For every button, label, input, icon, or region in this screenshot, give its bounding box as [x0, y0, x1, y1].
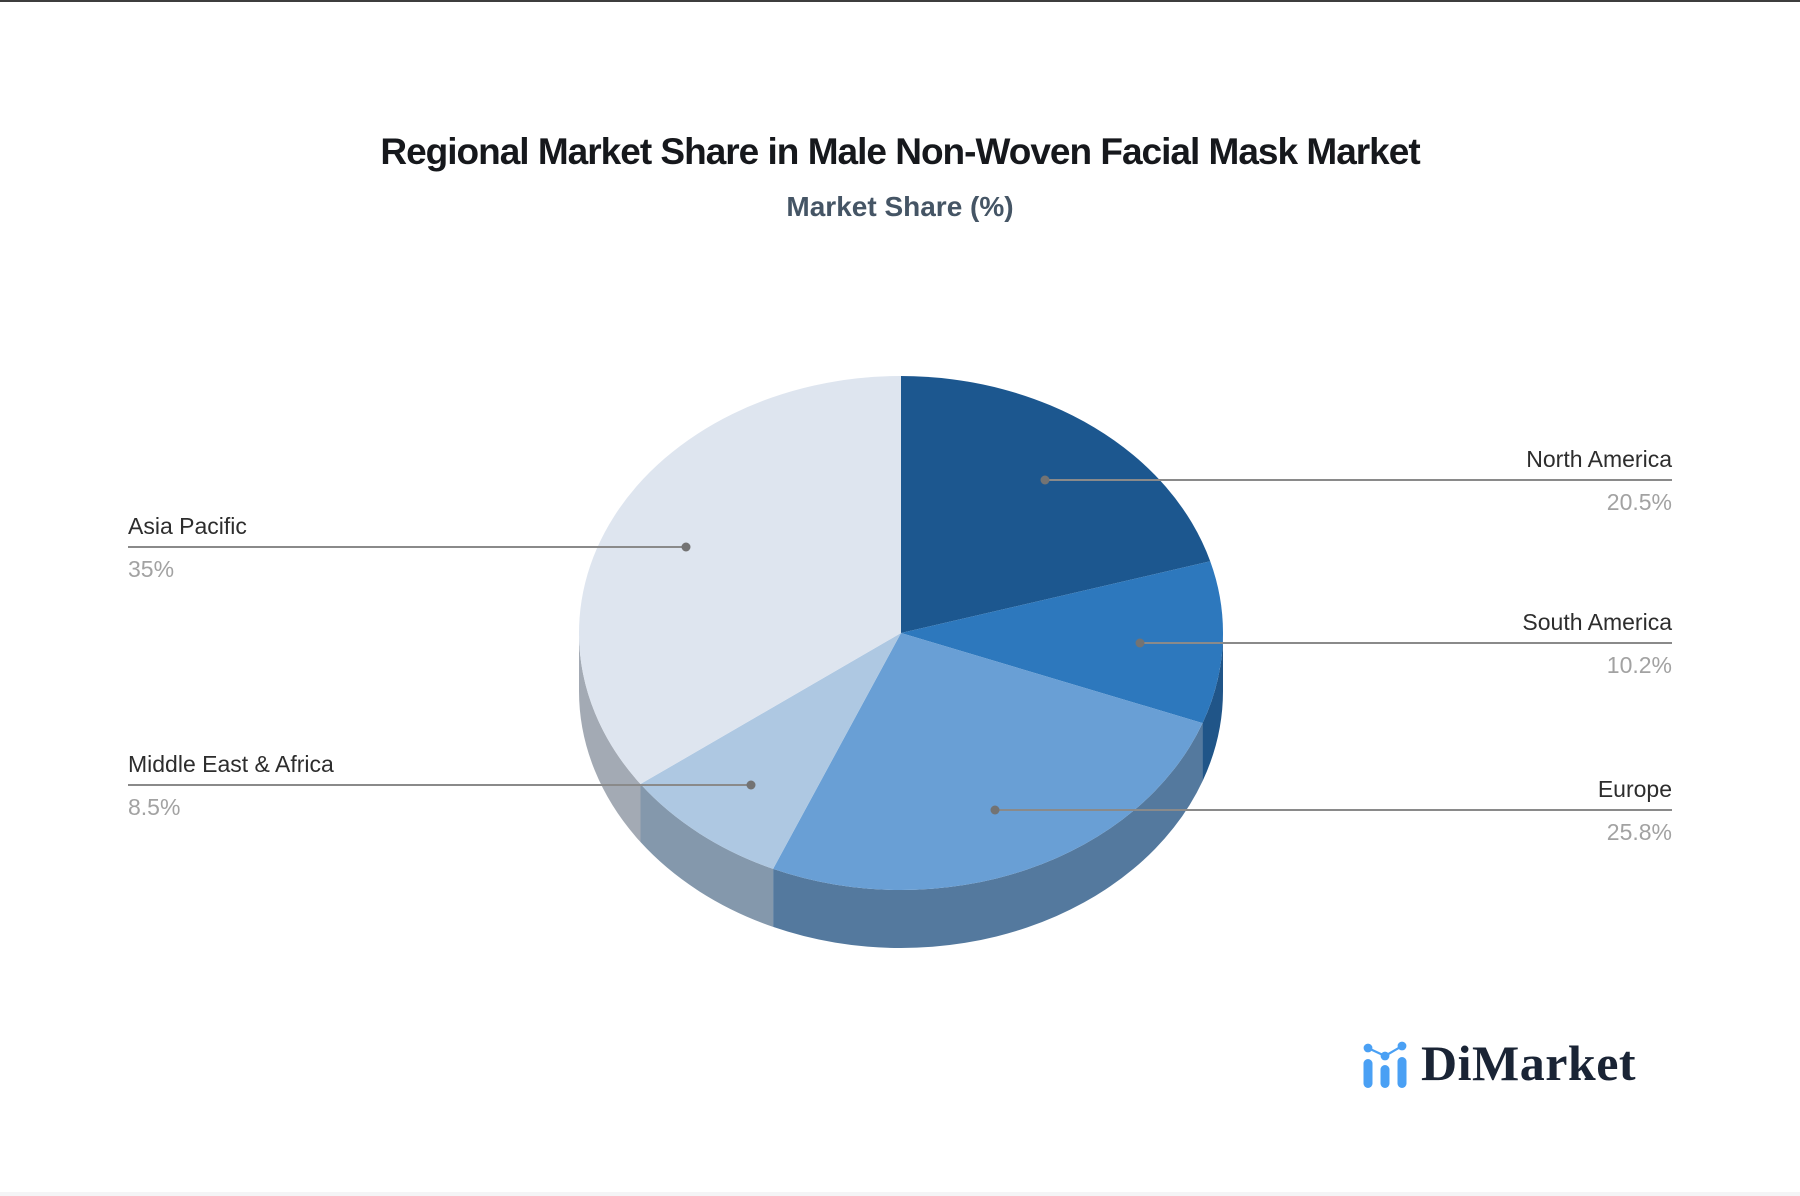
- slice-value-north-america: 20.5%: [1606, 489, 1672, 515]
- logo-bars: [1363, 1057, 1407, 1088]
- slice-label-europe: Europe: [1597, 776, 1672, 803]
- pie-slice-side-europe: [773, 723, 1203, 948]
- pie-slice-side-south-america: [1202, 633, 1223, 782]
- callout-dot-asia-pacific: [681, 542, 691, 552]
- brand-logo: DiMarket: [1362, 1034, 1636, 1092]
- chart-title: Regional Market Share in Male Non-Woven …: [380, 131, 1420, 172]
- callout-dot-north-america: [1040, 475, 1050, 485]
- slice-value-asia-pacific: 35%: [128, 556, 175, 582]
- pie-slice-middle-east-africa[interactable]: [640, 633, 901, 869]
- slice-label-middle-east-africa: Middle East & Africa: [128, 751, 334, 778]
- pie-slice-side-asia-pacific: [579, 633, 641, 843]
- pie-slice-side-middle-east-africa: [640, 784, 774, 927]
- bar-chart-logo-icon: [1363, 1041, 1407, 1088]
- slice-label-north-america: North America: [1526, 446, 1672, 473]
- slice-label-asia-pacific: Asia Pacific: [128, 513, 247, 540]
- pie-slice-north-america[interactable]: [901, 376, 1211, 633]
- pie-slice-asia-pacific[interactable]: [579, 376, 901, 785]
- chart-subtitle: Market Share (%): [786, 191, 1014, 222]
- callout-dot-europe: [990, 805, 1000, 815]
- pie-slice-south-america[interactable]: [901, 561, 1223, 724]
- pie-slice-europe[interactable]: [773, 633, 1203, 890]
- top-border: [0, 0, 1800, 2]
- slice-value-south-america: 10.2%: [1606, 652, 1672, 678]
- callout-dot-south-america: [1135, 638, 1145, 648]
- bottom-border: [0, 1192, 1800, 1196]
- logo-dot-line: [1363, 1041, 1407, 1061]
- slice-value-middle-east-africa: 8.5%: [128, 794, 181, 820]
- callout-dot-middle-east-africa: [746, 780, 756, 790]
- brand-name: DiMarket: [1421, 1035, 1637, 1091]
- slice-label-south-america: South America: [1522, 609, 1672, 636]
- slice-value-europe: 25.8%: [1606, 819, 1672, 845]
